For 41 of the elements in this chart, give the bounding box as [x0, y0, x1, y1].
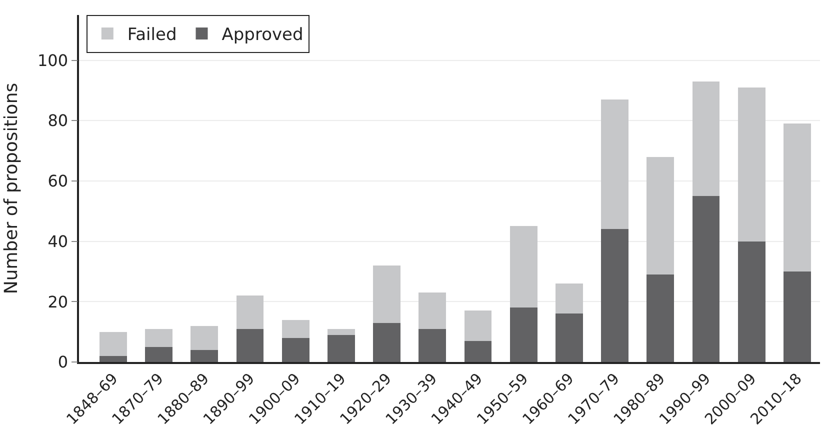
y-tick-label: 60 [48, 172, 68, 191]
legend-label: Failed [127, 25, 177, 46]
bar [464, 310, 492, 341]
bar [145, 328, 172, 347]
bar [236, 296, 264, 329]
bar [100, 356, 127, 362]
y-tick-label: 20 [48, 292, 68, 312]
bar [646, 156, 674, 274]
bar [282, 320, 310, 338]
bar [190, 326, 218, 350]
bar [646, 274, 674, 362]
bar [738, 241, 766, 362]
bar [145, 346, 172, 362]
bar [692, 196, 720, 362]
bar [556, 284, 583, 314]
legend-label: Approved [222, 25, 304, 46]
bar [601, 229, 628, 362]
bar [328, 334, 355, 362]
bar [556, 314, 583, 362]
bar [190, 350, 218, 362]
y-tick-label: 100 [38, 50, 68, 70]
bar [464, 340, 492, 362]
bar [100, 332, 127, 356]
bar [692, 81, 720, 196]
bar [236, 328, 264, 362]
bar [510, 226, 538, 308]
bar [282, 338, 310, 362]
y-axis-title: Number of propositions [1, 82, 22, 294]
bar [373, 265, 400, 323]
bar [418, 292, 446, 329]
bar [601, 99, 628, 230]
bar [738, 87, 766, 242]
y-tick-label: 80 [48, 111, 68, 130]
bar [784, 124, 811, 272]
y-tick-label: 40 [48, 232, 68, 251]
bar [418, 328, 446, 362]
y-tick-label: 0 [58, 352, 68, 372]
bar [373, 322, 400, 362]
bar [510, 308, 538, 362]
bar [784, 271, 811, 362]
bar [328, 328, 355, 335]
